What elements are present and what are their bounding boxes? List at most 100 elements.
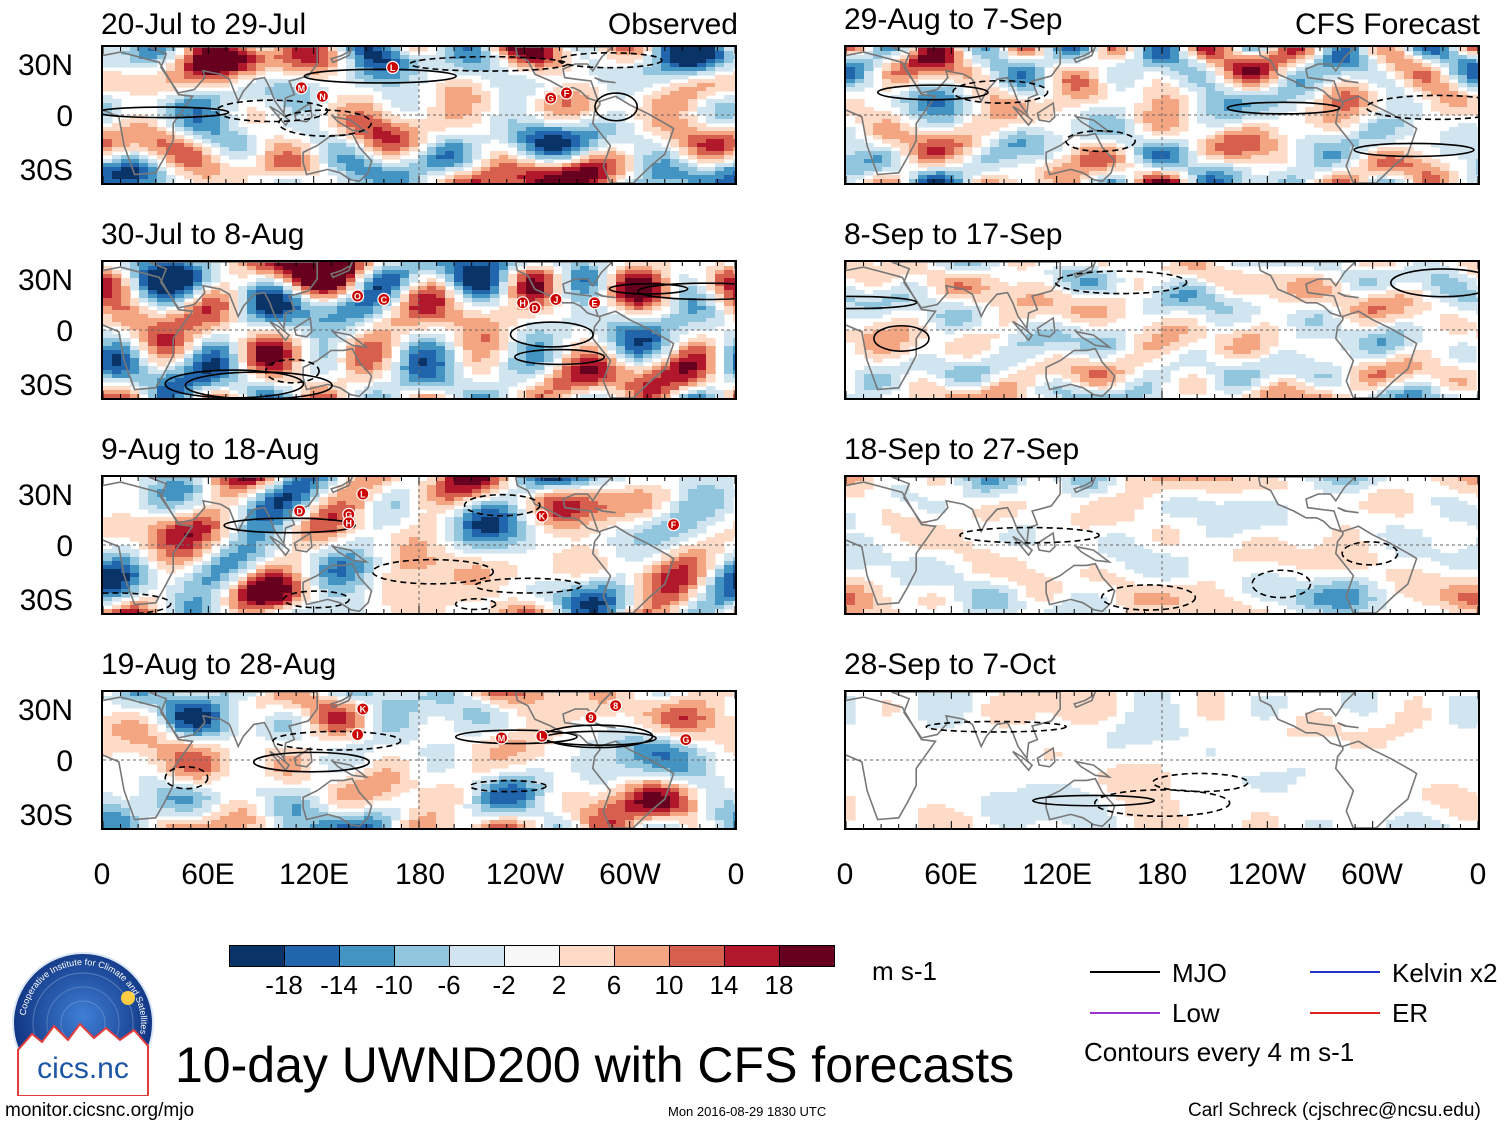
lat-label-30s: 30S	[19, 369, 73, 402]
storm-marker[interactable]: 9	[584, 710, 598, 725]
storm-marker[interactable]: O	[350, 289, 365, 303]
storm-marker[interactable]: F	[666, 517, 681, 532]
storm-marker-dot	[377, 292, 391, 307]
mjo-contour	[1094, 788, 1231, 818]
storm-marker-label: F	[564, 88, 570, 98]
map-panel-obs-4: K I M L 9 8 G	[101, 690, 737, 830]
map-canvas: K I M L 9 8 G	[103, 692, 735, 828]
colorbar-swatch	[779, 945, 835, 967]
colorbar-tick-label: 14	[709, 970, 739, 1000]
storm-marker[interactable]: L	[535, 729, 549, 743]
main-title: 10-day UWND200 with CFS forecasts	[175, 1037, 1015, 1093]
storm-marker[interactable]: H	[515, 296, 530, 310]
coastline	[330, 330, 370, 349]
coastline	[302, 132, 373, 183]
storm-marker-dot	[679, 732, 693, 747]
storm-marker[interactable]: D	[293, 504, 307, 518]
cics-logo: Cooperative Institute for Climate and Sa…	[10, 950, 156, 1097]
mjo-contour	[164, 369, 305, 398]
storm-marker[interactable]: M	[494, 731, 509, 745]
storm-marker-dot	[293, 504, 307, 518]
colorbar-tick-label: 10	[654, 970, 684, 1000]
coastline	[1045, 132, 1116, 183]
storm-marker-label: F	[671, 520, 677, 530]
storm-marker[interactable]: K	[356, 702, 370, 716]
coastline	[330, 692, 354, 709]
storm-marker-dot	[386, 60, 400, 74]
storm-marker-label: M	[298, 83, 306, 93]
mjo-contour	[371, 558, 495, 585]
mjo-contour	[1100, 584, 1197, 611]
colorbar-swatch	[449, 945, 505, 967]
mjo-contour	[846, 295, 918, 310]
storm-marker[interactable]: J	[549, 292, 563, 307]
storm-marker[interactable]: G	[679, 732, 693, 747]
coastline	[591, 525, 675, 613]
contours-note: Contours every 4 m s-1	[1084, 1037, 1355, 1067]
mjo-contour	[1226, 101, 1341, 115]
storm-marker[interactable]: E	[587, 296, 602, 310]
mjo-contour	[454, 729, 578, 745]
coastline	[1073, 545, 1113, 564]
storm-marker-label: G	[682, 735, 689, 745]
storm-marker[interactable]: K	[535, 509, 549, 523]
mjo-contour	[509, 321, 594, 348]
storm-marker[interactable]: C	[377, 292, 391, 307]
lat-label-eq: 0	[56, 530, 73, 563]
storm-marker[interactable]: D	[528, 301, 542, 315]
storm-marker-dot	[528, 301, 542, 315]
mjo-contour	[1152, 772, 1249, 793]
storm-marker-dot	[356, 487, 370, 501]
lat-label-eq: 0	[56, 315, 73, 348]
colorbar-swatch	[559, 945, 615, 967]
colorbar-swatch	[669, 945, 725, 967]
lon-label-120e: 120E	[278, 858, 350, 891]
storm-marker[interactable]: I	[350, 727, 365, 742]
coastline	[1036, 101, 1056, 123]
mjo-contour	[474, 577, 583, 594]
footer-author[interactable]: Carl Schreck (cjschrec@ncsu.edu)	[1188, 1100, 1481, 1121]
storm-marker[interactable]: L	[356, 487, 370, 501]
storm-marker[interactable]: L	[386, 60, 400, 74]
coastline	[1012, 750, 1034, 772]
colorbar	[229, 945, 835, 967]
panel-title-obs-2: 30-Jul to 8-Aug	[101, 218, 305, 251]
coastline	[1334, 740, 1418, 828]
coastline	[591, 310, 675, 398]
storm-marker-dot	[544, 91, 558, 105]
colorbar-swatch	[724, 945, 780, 967]
mjo-contour	[952, 79, 1049, 104]
storm-marker[interactable]: G	[544, 91, 558, 105]
storm-marker[interactable]: F	[559, 86, 574, 100]
mjo-contour	[873, 324, 930, 352]
legend-line-mjo	[1090, 971, 1160, 973]
legend-line-kelvin	[1310, 971, 1380, 973]
storm-marker-label: K	[539, 512, 546, 522]
coastline	[1036, 746, 1056, 768]
colorbar-tick-label: -18	[265, 970, 303, 1000]
colorbar-units: m s-1	[872, 956, 937, 986]
coastline	[269, 535, 291, 557]
storm-marker-label: K	[360, 705, 367, 715]
coastline	[1012, 320, 1034, 342]
panel-label-observed: Observed	[607, 8, 738, 41]
storm-marker[interactable]: M	[294, 81, 308, 95]
panel-title-fc-4: 28-Sep to 7-Oct	[844, 648, 1056, 681]
storm-marker[interactable]: H	[342, 516, 356, 530]
coastline	[891, 262, 1061, 331]
mjo-contour	[103, 106, 230, 119]
storm-marker-label: J	[553, 295, 558, 305]
storm-marker[interactable]: N	[315, 89, 330, 103]
colorbar-swatch	[614, 945, 670, 967]
wind-anomaly-field	[103, 47, 735, 183]
storm-marker[interactable]: 8	[609, 699, 623, 713]
storm-marker-dot	[666, 517, 681, 532]
footer-url[interactable]: monitor.cicsnc.org/mjo	[5, 1100, 195, 1121]
coastline	[594, 291, 616, 299]
coastline	[594, 76, 616, 84]
coastline	[302, 777, 373, 828]
coastline	[330, 47, 354, 64]
lat-label-30s: 30S	[19, 584, 73, 617]
storm-marker-label: N	[319, 92, 326, 102]
panel-title-fc-1: 29-Aug to 7-Sep	[844, 3, 1063, 36]
